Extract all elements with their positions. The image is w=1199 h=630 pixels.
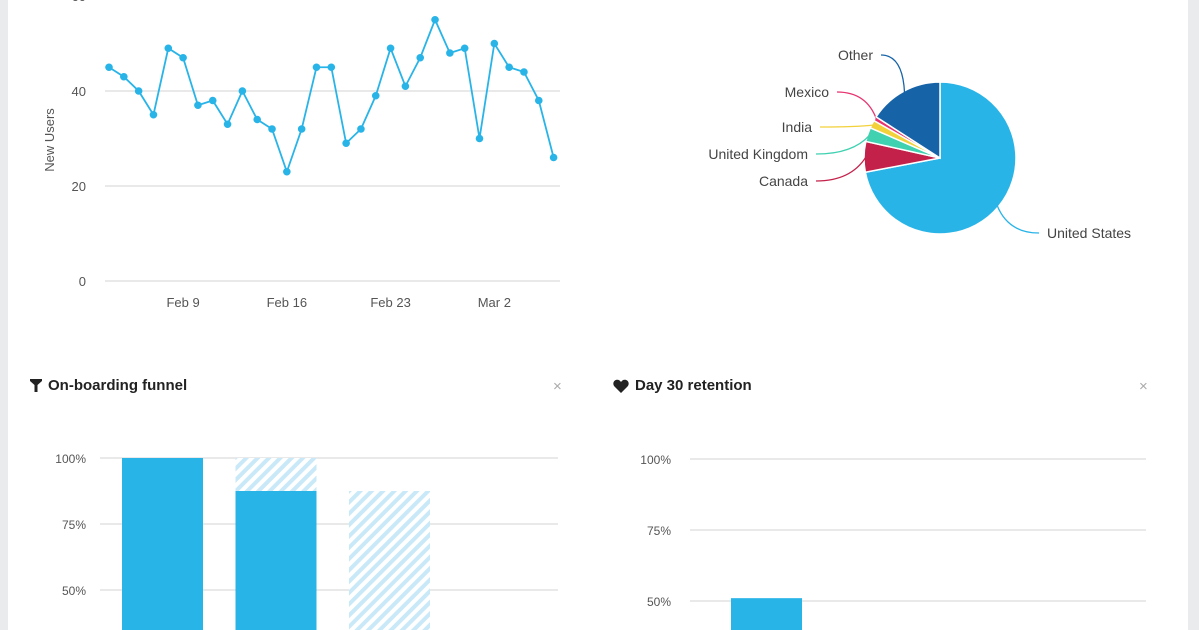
data-point xyxy=(297,125,306,133)
funnel-header: On-boarding funnel xyxy=(30,377,187,394)
pie-leader-line xyxy=(815,134,871,155)
retention-close-button[interactable]: × xyxy=(1139,378,1148,395)
y-axis-label: New Users xyxy=(42,108,57,172)
data-point xyxy=(446,49,454,57)
data-point xyxy=(194,101,202,110)
retention-header: Day 30 retention xyxy=(613,377,752,394)
data-point xyxy=(549,153,558,162)
y-tick-label: 40 xyxy=(72,84,86,99)
data-point xyxy=(238,87,247,95)
retention-title: Day 30 retention xyxy=(635,377,752,394)
y-tick-label: 50% xyxy=(647,595,671,609)
series-line xyxy=(108,17,555,175)
funnel-bar xyxy=(122,458,203,630)
data-point xyxy=(179,53,187,62)
data-point xyxy=(223,120,232,129)
pie-slice xyxy=(875,81,941,160)
data-point xyxy=(312,63,321,72)
y-tick-label: 20 xyxy=(72,179,86,194)
data-point xyxy=(134,87,143,95)
y-tick-label: 100% xyxy=(640,453,671,467)
pie-leader-line xyxy=(880,54,906,94)
x-tick-label: Mar 2 xyxy=(478,295,511,310)
data-point xyxy=(386,44,395,53)
y-tick-label: 60 xyxy=(72,0,86,4)
data-point xyxy=(416,53,425,62)
data-point xyxy=(401,82,410,91)
funnel-title: On-boarding funnel xyxy=(48,377,188,394)
data-point xyxy=(164,44,173,53)
y-tick-label: 75% xyxy=(62,518,86,532)
funnel-close-button[interactable]: × xyxy=(553,378,562,395)
data-point xyxy=(342,139,350,148)
data-point xyxy=(371,91,380,100)
data-point xyxy=(253,115,261,124)
pie-label: India xyxy=(782,119,813,135)
data-point xyxy=(490,39,499,48)
x-tick-label: Feb 23 xyxy=(370,295,410,310)
pie-leader-line xyxy=(836,91,878,120)
data-point xyxy=(505,63,513,72)
y-tick-label: 75% xyxy=(647,524,671,538)
data-point xyxy=(475,134,484,143)
data-point xyxy=(520,68,528,76)
pie-leader-line xyxy=(996,204,1040,234)
pie-label: Mexico xyxy=(785,84,830,100)
funnel-icon xyxy=(30,379,42,392)
data-point xyxy=(149,110,158,119)
pie-leader-line xyxy=(815,156,867,182)
pie-label: Canada xyxy=(759,173,808,189)
pie-leader-line xyxy=(819,124,874,128)
pie-label: Other xyxy=(838,47,873,63)
data-point xyxy=(120,72,128,81)
data-point xyxy=(208,96,217,105)
y-tick-label: 0 xyxy=(79,274,86,289)
x-tick-label: Feb 9 xyxy=(166,295,199,310)
data-point xyxy=(357,125,365,133)
data-point xyxy=(283,167,291,176)
funnel-bar xyxy=(235,491,317,630)
y-tick-label: 100% xyxy=(55,452,86,466)
y-tick-label: 50% xyxy=(62,584,86,598)
x-tick-label: Feb 16 xyxy=(267,295,307,310)
pie-label: United Kingdom xyxy=(708,146,808,162)
heart-icon xyxy=(613,379,629,393)
data-point xyxy=(327,63,336,72)
pie-label: United States xyxy=(1047,225,1131,241)
data-point xyxy=(460,44,469,53)
retention-bar xyxy=(731,598,802,630)
funnel-dropoff-bar xyxy=(349,491,430,630)
data-point xyxy=(268,125,276,133)
data-point xyxy=(105,63,113,72)
data-point xyxy=(431,15,439,24)
data-point xyxy=(534,96,543,105)
